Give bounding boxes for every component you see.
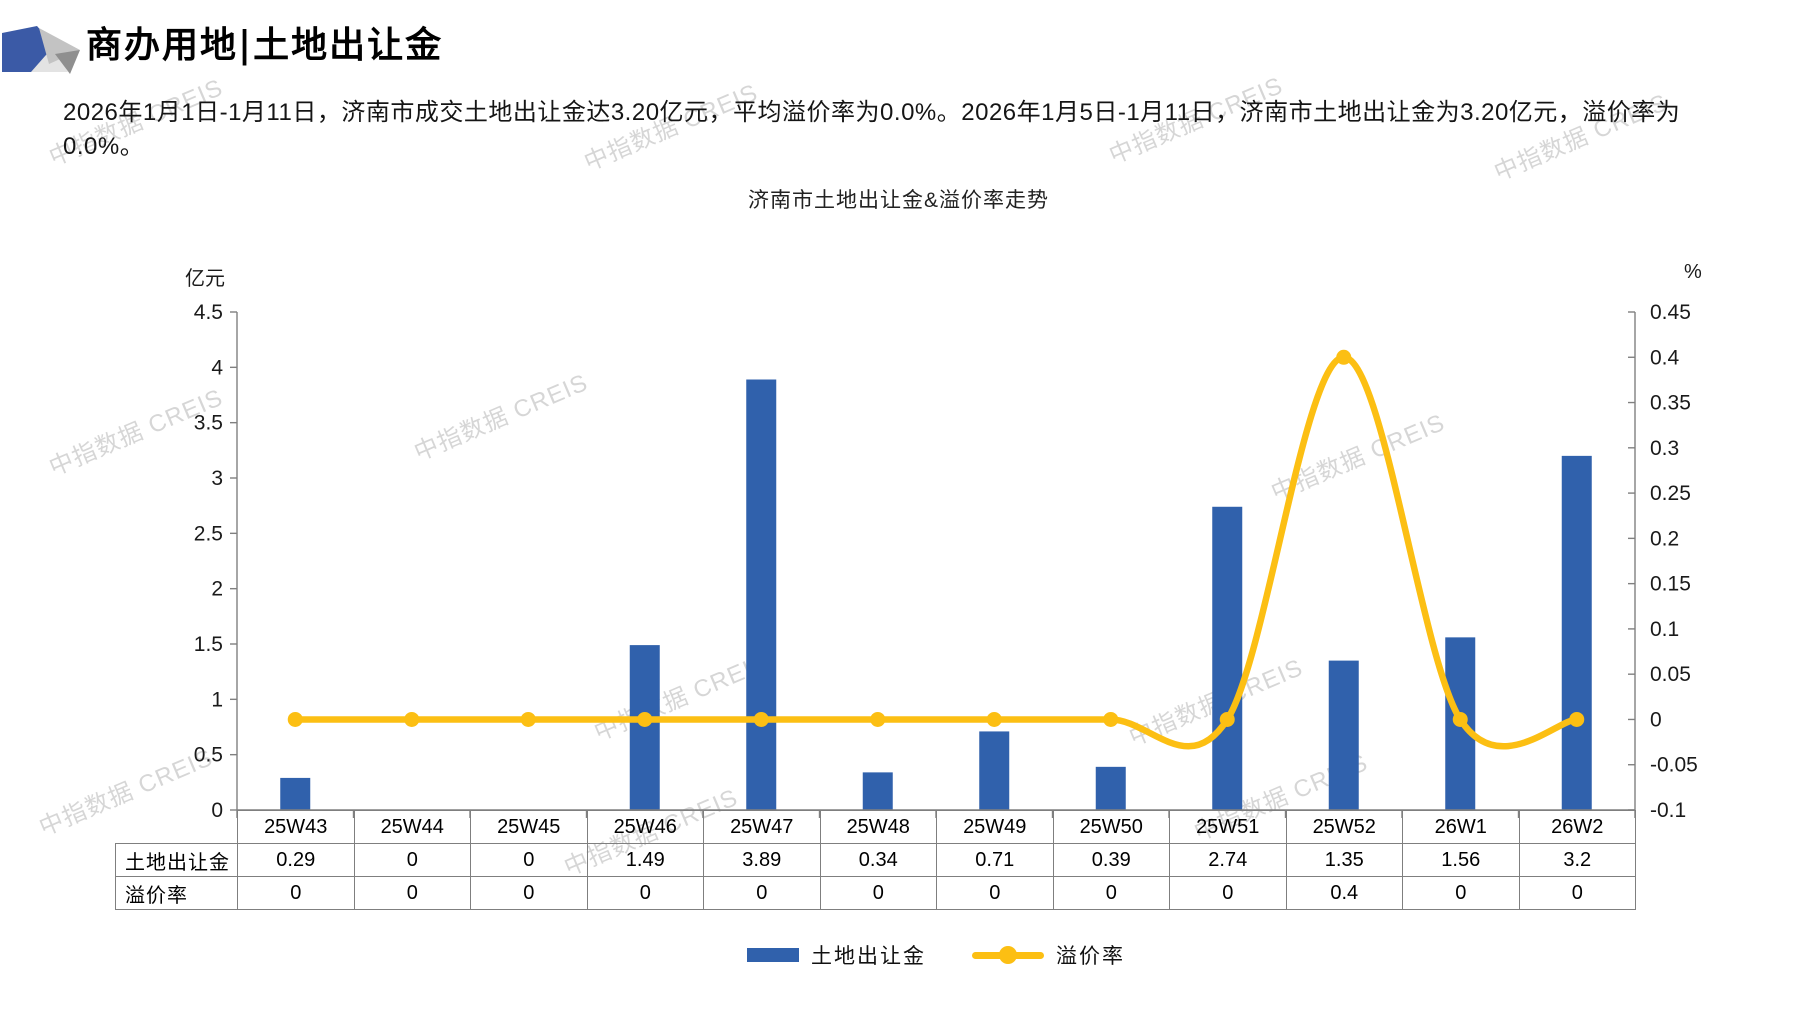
left-tick-label: 3.5: [194, 412, 223, 435]
left-tick-label: 0.5: [194, 744, 223, 767]
line-marker-25W44: [404, 711, 420, 727]
premium-rate-line: [292, 354, 1581, 750]
table-value-cell: 3.89: [703, 843, 821, 877]
bar-25W43: [280, 777, 311, 810]
table-value-cell: 0: [353, 876, 471, 910]
right-tick-label: 0.05: [1650, 663, 1691, 686]
table-row-header: 溢价率: [115, 876, 238, 910]
week-header-cell: 25W48: [819, 810, 937, 844]
week-header-cell: 25W49: [936, 810, 1054, 844]
table-value-cell: 0: [353, 843, 471, 877]
line-marker-25W50: [1103, 711, 1119, 727]
right-tick-label: 0.2: [1650, 527, 1679, 550]
table-corner-cell: [116, 811, 238, 844]
table-value-cell: 0: [237, 876, 355, 910]
table-value-cell: 0: [1402, 876, 1520, 910]
line-marker-25W46: [637, 711, 653, 727]
line-marker-25W48: [870, 711, 886, 727]
line-marker-26W2: [1569, 711, 1585, 727]
week-header-cell: 25W43: [237, 810, 355, 844]
week-header-cell: 25W44: [353, 810, 471, 844]
bar-25W49: [979, 731, 1010, 810]
table-value-cell: 0.39: [1052, 843, 1170, 877]
legend-label-premium: 溢价率: [1056, 945, 1125, 968]
line-marker-25W52: [1336, 349, 1352, 365]
right-tick-label: 0.35: [1650, 392, 1691, 415]
right-tick-label: -0.1: [1650, 799, 1686, 822]
table-value-cell: 0: [470, 876, 588, 910]
table-value-cell: 0: [703, 876, 821, 910]
line-marker-26W1: [1452, 711, 1468, 727]
table-value-cell: 2.74: [1169, 843, 1287, 877]
table-value-cell: 3.2: [1518, 843, 1636, 877]
table-value-cell: 1.35: [1285, 843, 1403, 877]
left-tick-label: 2: [211, 578, 223, 601]
right-tick-label: 0.4: [1650, 346, 1680, 369]
right-tick-label: -0.05: [1650, 754, 1698, 777]
bar-25W51: [1212, 506, 1243, 810]
bar-25W46: [629, 645, 660, 810]
table-value-cell: 0: [1052, 876, 1170, 910]
table-value-cell: 0: [819, 876, 937, 910]
right-tick-label: 0.15: [1650, 573, 1691, 596]
line-marker-25W43: [287, 711, 303, 727]
week-header-cell: 26W1: [1402, 810, 1520, 844]
right-tick-label: 0.1: [1650, 618, 1679, 641]
table-value-cell: 0.34: [819, 843, 937, 877]
left-tick-label: 1: [211, 688, 223, 711]
page-title: 商办用地|土地出让金: [86, 24, 444, 66]
week-header-cell: 25W52: [1285, 810, 1403, 844]
table-value-cell: 0: [586, 876, 704, 910]
line-marker-25W45: [520, 711, 536, 727]
bar-25W47: [746, 379, 777, 810]
left-tick-label: 4.5: [194, 301, 223, 324]
line-marker-25W49: [986, 711, 1002, 727]
bar-25W52: [1328, 660, 1359, 810]
bar-26W2: [1561, 455, 1592, 810]
week-header-cell: 26W2: [1518, 810, 1636, 844]
right-tick-label: 0.45: [1650, 301, 1691, 324]
table-value-cell: 0.29: [237, 843, 355, 877]
week-header-cell: 25W47: [703, 810, 821, 844]
week-header-cell: 25W50: [1052, 810, 1170, 844]
line-marker-25W47: [753, 711, 769, 727]
table-value-cell: 0: [936, 876, 1054, 910]
line-marker-25W51: [1219, 711, 1235, 727]
bar-swatch-icon: [747, 948, 799, 962]
left-axis-unit: 亿元: [185, 268, 225, 290]
table-value-cell: 1.56: [1402, 843, 1520, 877]
right-axis-unit: %: [1684, 261, 1702, 283]
week-header-cell: 25W45: [470, 810, 588, 844]
right-tick-label: 0: [1650, 708, 1662, 731]
data-table: 25W43 25W44 25W45 25W46 25W47 25W48 25W49 25W50…: [115, 810, 1636, 910]
legend-label-land-fee: 土地出让金: [811, 945, 926, 968]
left-tick-label: 1.5: [194, 633, 223, 656]
left-tick-label: 2.5: [194, 522, 223, 545]
summary-text: 2026年1月1日-1月11日，济南市成交土地出让金达3.20亿元，平均溢价率为…: [63, 99, 1681, 160]
bar-25W50: [1095, 766, 1126, 810]
week-header-cell: 25W51: [1169, 810, 1287, 844]
bar-25W48: [862, 772, 893, 810]
left-tick-label: 3: [211, 467, 223, 490]
table-value-cell: 0.71: [936, 843, 1054, 877]
right-tick-label: 0.25: [1650, 482, 1691, 505]
week-header-cell: 25W46: [586, 810, 704, 844]
chart-title: 济南市土地出让金&溢价率走势: [747, 189, 1049, 212]
right-tick-label: 0.3: [1650, 437, 1679, 460]
left-tick-label: 0: [211, 799, 223, 822]
table-row-header: 土地出让金: [115, 843, 238, 877]
table-value-cell: 0: [1518, 876, 1636, 910]
table-value-cell: 0: [1169, 876, 1287, 910]
legend-item-premium: 溢价率: [972, 940, 1125, 970]
table-value-cell: 0.4: [1285, 876, 1403, 910]
chart-legend: 土地出让金 溢价率: [237, 938, 1635, 972]
table-value-cell: 1.49: [586, 843, 704, 877]
table-value-cell: 0: [470, 843, 588, 877]
creis-logo-icon: [2, 26, 80, 74]
left-tick-label: 4: [211, 356, 223, 379]
line-swatch-icon: [972, 946, 1044, 964]
legend-item-land-fee: 土地出让金: [747, 940, 926, 970]
